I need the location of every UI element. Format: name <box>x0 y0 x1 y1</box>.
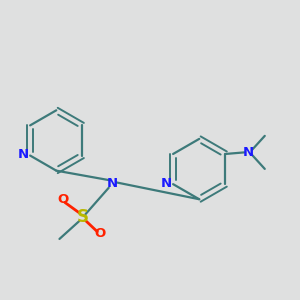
Text: N: N <box>243 146 254 159</box>
Text: O: O <box>57 194 68 206</box>
Text: S: S <box>76 208 88 226</box>
Text: N: N <box>18 148 29 161</box>
Text: N: N <box>107 178 118 190</box>
Text: N: N <box>161 177 172 190</box>
Text: O: O <box>94 227 105 240</box>
